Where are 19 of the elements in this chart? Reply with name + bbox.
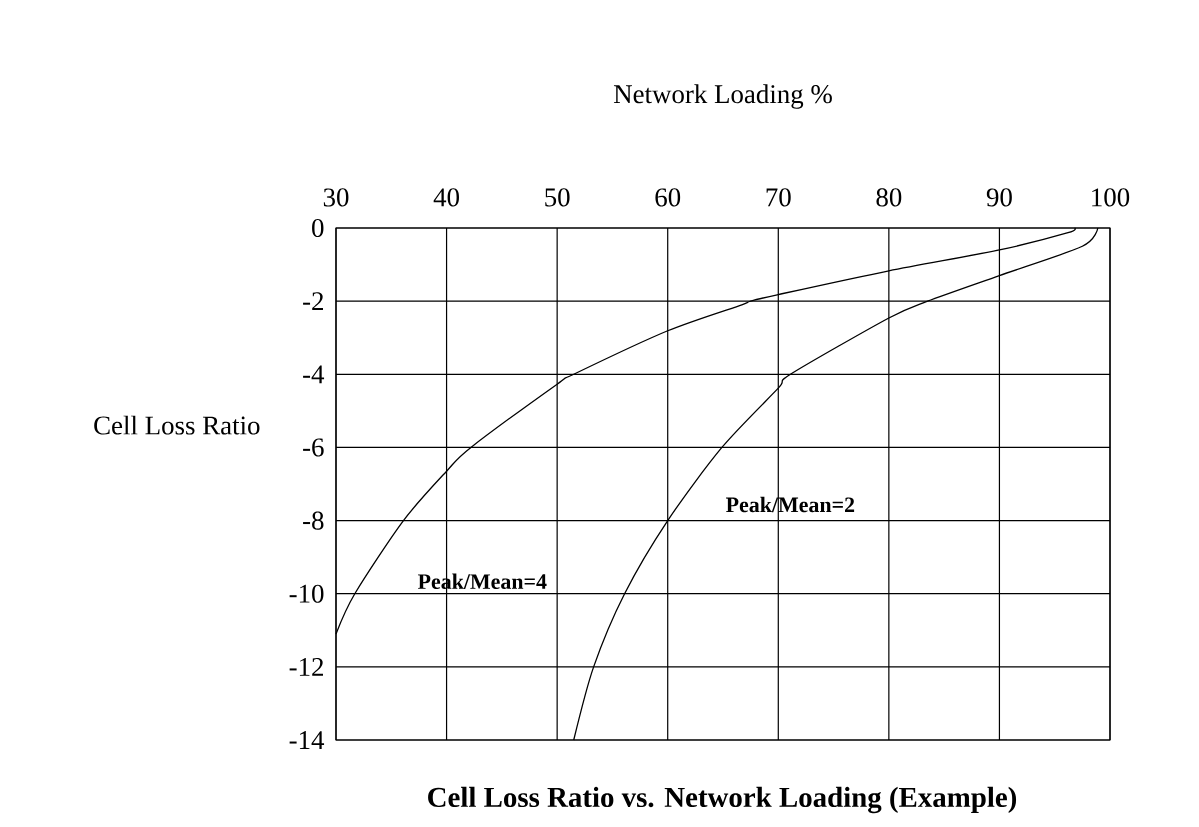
x-tick-label: 30 bbox=[323, 188, 349, 207]
text: Cell Loss Ratio vs. Network Loading (Example) bbox=[428, 786, 1017, 814]
x-tick-label: 70 bbox=[766, 188, 791, 207]
x-tick-label: 50 bbox=[545, 188, 570, 207]
x-tick-label: 80 bbox=[876, 188, 902, 207]
x-tick-label: 60 bbox=[655, 188, 681, 207]
y-tick-label: -8 bbox=[303, 511, 324, 530]
y-tick-label: -6 bbox=[303, 438, 324, 457]
y-tick-label: -14 bbox=[289, 731, 325, 749]
x-tick-label: 40 bbox=[433, 188, 459, 207]
x-axis-title: Network Loading % bbox=[613, 84, 832, 109]
x-tick-label: 90 bbox=[986, 188, 1012, 207]
x-tick-label: 100 bbox=[1092, 188, 1130, 207]
y-axis-title: Cell Loss Ratio bbox=[94, 415, 260, 435]
y-tick-label: -12 bbox=[289, 657, 323, 676]
y-tick-label: -10 bbox=[289, 584, 324, 603]
y-tick-label: 0 bbox=[312, 218, 324, 238]
y-tick-label: -4 bbox=[303, 365, 325, 384]
y-tick-label: -2 bbox=[303, 292, 323, 311]
